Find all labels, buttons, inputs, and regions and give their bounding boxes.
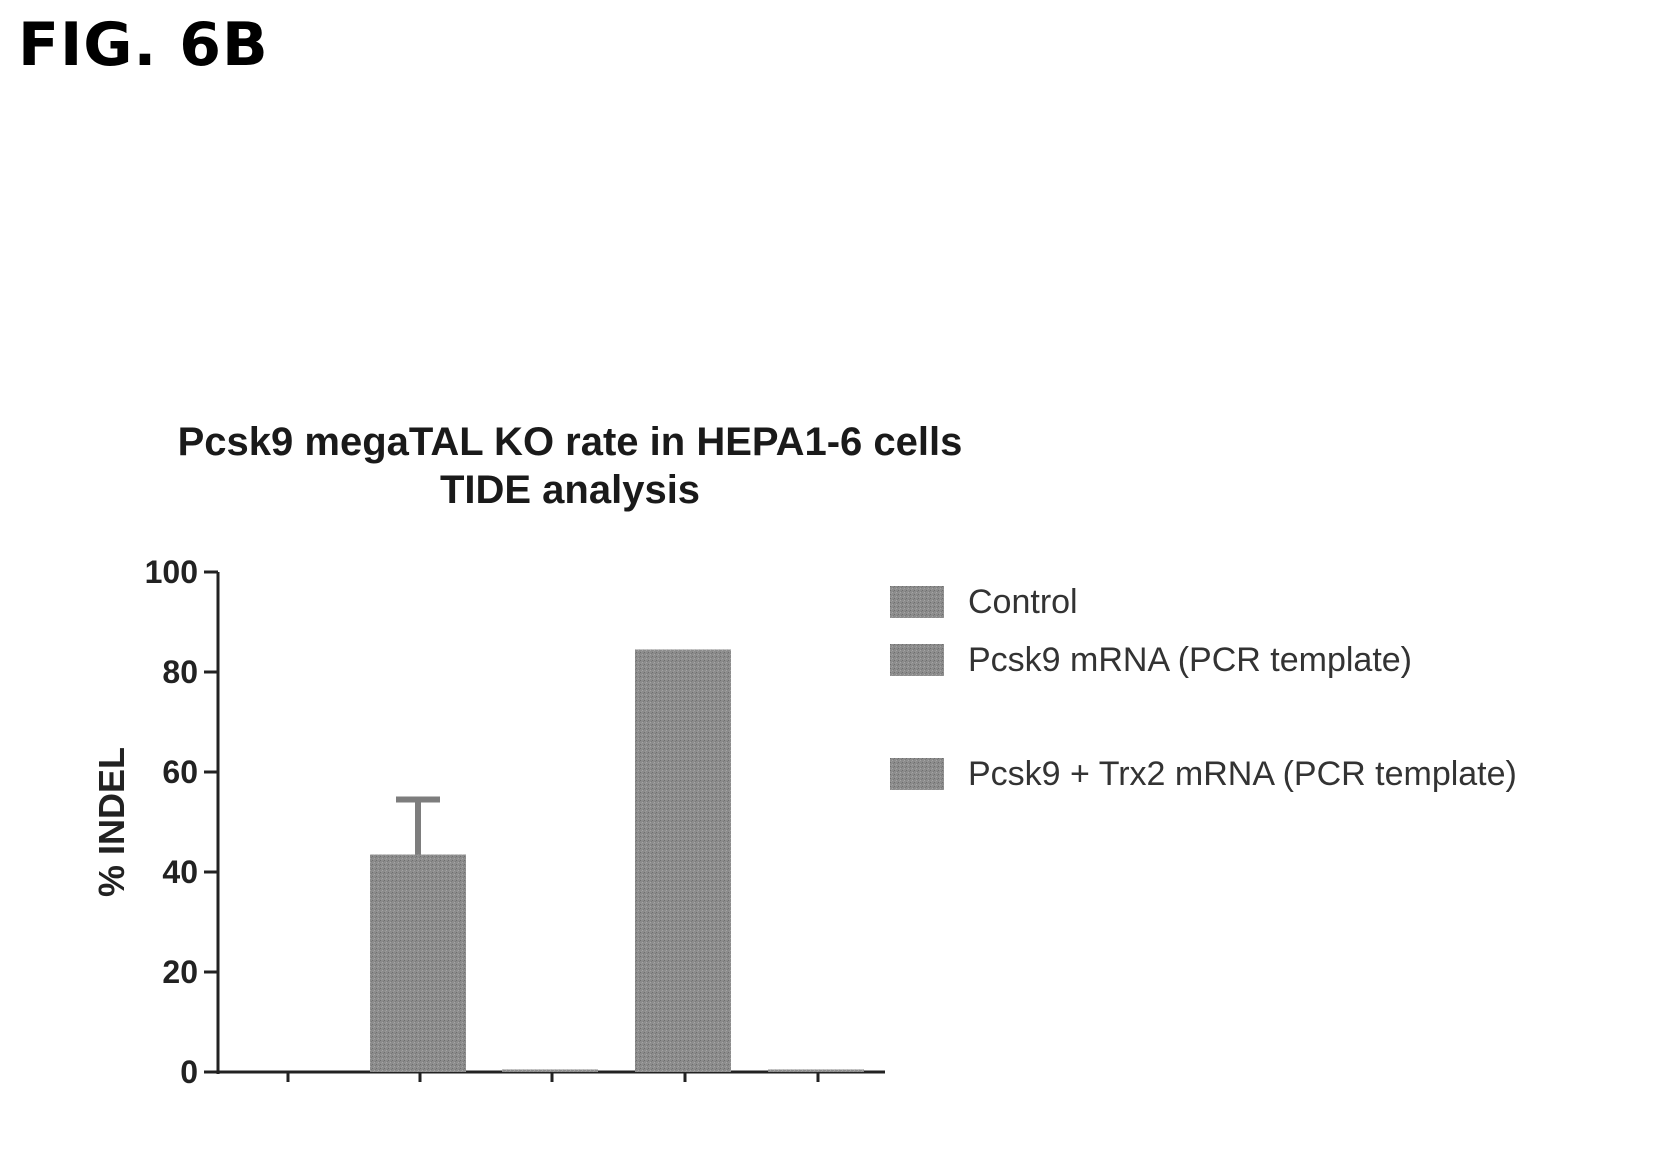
- y-tick-label-80: 80: [162, 654, 198, 690]
- legend-label-control: Control: [968, 582, 1078, 621]
- legend-item-pcsk9-mrna: Pcsk9 mRNA (PCR template): [890, 638, 1412, 682]
- y-tick-label-0: 0: [180, 1054, 198, 1090]
- bar-5: [768, 1069, 864, 1072]
- chart-title: Pcsk9 megaTAL KO rate in HEPA1-6 cells T…: [150, 418, 990, 514]
- y-axis-label: % INDEL: [91, 747, 132, 897]
- legend-label-pcsk9-mrna: Pcsk9 mRNA (PCR template): [968, 640, 1412, 679]
- y-tick-label-20: 20: [162, 954, 198, 990]
- legend-item-pcsk9-trx2-mrna: Pcsk9 + Trx2 mRNA (PCR template): [890, 752, 1517, 796]
- bar-2: [370, 854, 466, 1072]
- chart-title-line-1: Pcsk9 megaTAL KO rate in HEPA1-6 cells: [177, 420, 963, 464]
- legend-swatch-control: [890, 586, 944, 618]
- bar-4: [635, 649, 731, 1072]
- legend-label-pcsk9-trx2-mrna: Pcsk9 + Trx2 mRNA (PCR template): [968, 754, 1517, 793]
- y-tick-label-60: 60: [162, 754, 198, 790]
- legend-swatch-pcsk9-mrna: [890, 644, 944, 676]
- bar-3: [502, 1069, 598, 1072]
- legend-swatch-pcsk9-trx2-mrna: [890, 758, 944, 790]
- y-tick-label-40: 40: [162, 854, 198, 890]
- figure-label: FIG. 6B: [18, 10, 269, 80]
- plot-area: 0 20 40 60 80 100 % INDEL: [91, 554, 885, 1090]
- legend-item-control: Control: [890, 580, 1078, 624]
- chart-title-line-2: TIDE analysis: [439, 468, 701, 512]
- y-tick-label-100: 100: [145, 554, 198, 590]
